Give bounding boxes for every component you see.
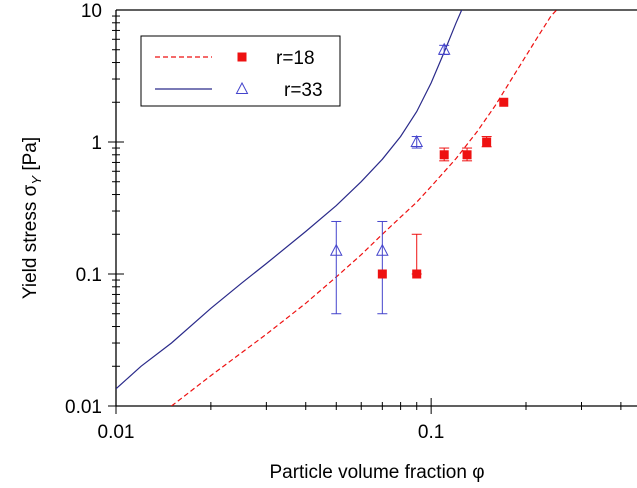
- marker-r=18: [499, 97, 509, 107]
- legend-label: r=33: [284, 80, 323, 101]
- y-axis-label: Yield stress σY [Pa]: [20, 137, 44, 299]
- y-axis-label-main: Yield stress σ: [20, 184, 41, 299]
- y-tick-label: 10: [81, 1, 102, 22]
- marker-r=33: [376, 243, 389, 256]
- legend-marker-r=18: [237, 52, 247, 62]
- y-tick-label: 0.1: [76, 265, 102, 286]
- curve-r=18: [171, 10, 558, 406]
- model-curves: [116, 10, 558, 406]
- marker-r=18: [439, 150, 449, 160]
- x-tick-label: 0.1: [418, 422, 444, 443]
- marker-r=33: [410, 134, 424, 147]
- legend: r=18 r=33: [140, 35, 341, 107]
- y-axis-label-subscript: Y: [29, 175, 44, 185]
- legend-label: r=18: [276, 48, 315, 69]
- y-tick-label: 0.01: [65, 397, 102, 418]
- legend-box: [140, 35, 341, 107]
- marker-r=18: [377, 269, 387, 279]
- x-tick-label: 0.01: [98, 422, 135, 443]
- curve-r=33: [116, 10, 463, 390]
- plot-frame: [115, 9, 637, 407]
- marker-r=18: [412, 269, 422, 279]
- error-bars: [331, 44, 492, 315]
- y-axis-label-unit: [Pa]: [20, 137, 41, 176]
- y-tick-label: 1: [91, 133, 102, 154]
- data-markers: [329, 42, 509, 279]
- marker-r=33: [329, 243, 343, 256]
- axis-tick-labels: 0.01 0.1 1 10 0.01 0.1: [65, 1, 444, 443]
- legend-marker-r=33: [235, 81, 249, 94]
- marker-r=18: [482, 137, 492, 147]
- axis-ticks: [108, 15, 622, 414]
- marker-r=18: [462, 150, 472, 160]
- x-axis-label: Particle volume fraction φ: [269, 462, 484, 483]
- marker-r=33: [437, 42, 451, 55]
